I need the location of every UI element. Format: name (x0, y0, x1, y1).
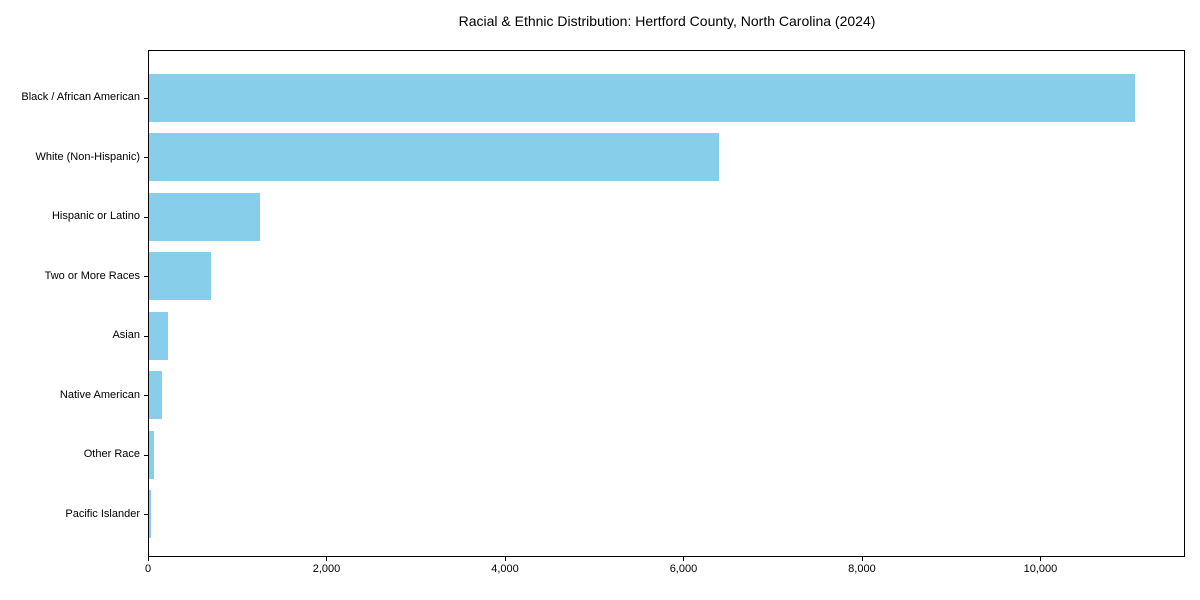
chart-title: Racial & Ethnic Distribution: Hertford C… (458, 13, 876, 29)
y-tick-mark (144, 97, 148, 99)
y-tick-label: Black / African American (21, 91, 140, 103)
x-tick-label: 0 (144, 563, 152, 575)
y-tick-label: White (Non-Hispanic) (35, 150, 140, 163)
y-tick-mark (144, 395, 148, 396)
y-tick-mark (144, 335, 148, 337)
x-tick-label: 10,000 (1023, 563, 1058, 575)
bar (149, 490, 151, 538)
x-tick-mark (861, 557, 863, 561)
x-tick-mark (326, 557, 328, 561)
x-tick-label: 8,000 (848, 563, 876, 575)
y-tick-label: Hispanic or Latino (51, 210, 140, 222)
bar (149, 192, 261, 241)
x-tick-mark (1040, 557, 1042, 561)
y-tick-label: Pacific Islander (65, 507, 140, 520)
bar (149, 311, 169, 360)
x-tick-mark (504, 557, 506, 561)
bar (149, 133, 720, 181)
x-tick-label: 4,000 (491, 563, 519, 575)
bar (149, 371, 163, 419)
y-tick-mark (144, 157, 148, 158)
bar (149, 430, 154, 479)
x-tick-label: 6,000 (669, 563, 698, 575)
y-tick-label: Two or More Races (44, 269, 140, 282)
y-tick-mark (144, 216, 148, 218)
bar (149, 252, 212, 300)
y-tick-label: Native American (59, 388, 140, 401)
y-tick-mark (144, 276, 148, 277)
x-tick-label: 2,000 (312, 563, 341, 575)
y-tick-mark (144, 514, 148, 515)
y-tick-label: Other Race (83, 448, 140, 460)
x-tick-mark (683, 557, 685, 561)
x-tick-mark (148, 557, 149, 561)
y-tick-label: Asian (112, 329, 140, 341)
bar (149, 73, 1136, 122)
plot-area (148, 50, 1185, 557)
y-tick-mark (144, 454, 148, 456)
